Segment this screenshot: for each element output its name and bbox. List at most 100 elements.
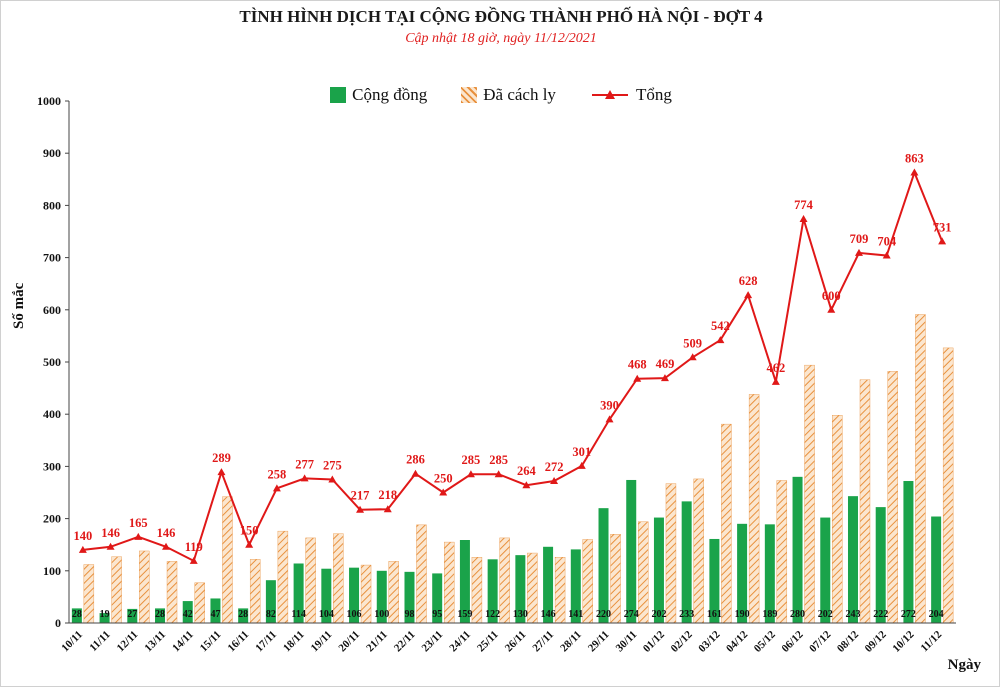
data-label-community: 202	[651, 609, 666, 620]
bar-quarantined	[638, 521, 649, 624]
bar-community	[820, 517, 831, 623]
x-tick-label: 28/11	[558, 629, 584, 655]
bar-community	[432, 573, 443, 623]
total-point	[328, 475, 337, 483]
total-point	[577, 461, 586, 469]
x-tick-label: 17/11	[253, 629, 279, 655]
x-tick-label: 10/12	[890, 628, 917, 655]
bar-quarantined	[249, 559, 261, 624]
bar-community	[570, 549, 581, 623]
x-tick-label: 05/12	[752, 628, 779, 655]
bar-quarantined	[804, 364, 815, 624]
bar-quarantined	[222, 496, 233, 624]
x-tick-label: 04/12	[724, 628, 751, 655]
bar-community	[792, 476, 803, 623]
bar-quarantined	[305, 537, 316, 624]
y-tick-label: 600	[43, 303, 61, 317]
x-tick-label: 18/11	[281, 629, 307, 655]
legend-item-quarantined: Đã cách ly	[461, 85, 556, 105]
data-label-total: 468	[628, 358, 647, 372]
bar-quarantined	[859, 379, 871, 624]
data-label-community: 122	[485, 609, 500, 620]
data-label-total: 509	[683, 336, 702, 350]
total-point	[494, 470, 503, 478]
bar-quarantined	[83, 564, 95, 624]
total-point	[217, 468, 226, 476]
total-point	[882, 251, 891, 259]
bar-quarantined	[166, 561, 178, 624]
x-tick-label: 30/11	[614, 629, 640, 655]
data-label-community: 28	[238, 609, 248, 620]
data-label-total: 119	[185, 540, 203, 554]
data-label-community: 141	[568, 609, 583, 620]
x-tick-label: 23/11	[420, 629, 446, 655]
data-label-community: 243	[845, 609, 860, 620]
data-label-community: 106	[347, 609, 362, 620]
legend-item-community: Cộng đồng	[330, 85, 427, 105]
bar-community	[210, 598, 221, 623]
x-tick-label: 08/12	[835, 628, 862, 655]
bar-community	[459, 540, 470, 623]
total-point	[854, 248, 863, 256]
y-tick-label: 500	[43, 355, 61, 369]
bar-community	[681, 501, 692, 623]
total-point	[660, 374, 669, 382]
y-tick-label: 300	[43, 459, 61, 473]
data-label-community: 19	[100, 609, 110, 620]
data-label-community: 114	[291, 609, 305, 620]
data-label-community: 130	[513, 609, 528, 620]
total-point	[439, 488, 448, 496]
bar-community	[875, 507, 886, 623]
bar-community	[321, 568, 332, 623]
data-label-total: 628	[739, 274, 758, 288]
bar-quarantined	[748, 394, 760, 624]
x-tick-label: 24/11	[447, 629, 473, 655]
y-tick-label: 1000	[37, 94, 61, 108]
data-label-community: 27	[127, 609, 137, 620]
x-tick-label: 27/11	[530, 629, 556, 655]
x-tick-label: 09/12	[863, 628, 890, 655]
data-label-total: 146	[101, 526, 120, 540]
x-tick-label: 16/11	[226, 629, 252, 655]
bar-quarantined	[111, 556, 122, 624]
x-tick-label: 06/12	[779, 628, 806, 655]
total-point	[771, 377, 780, 385]
total-point	[688, 353, 697, 361]
bar-quarantined	[942, 347, 954, 624]
bar-community	[376, 570, 387, 623]
total-point	[300, 474, 309, 482]
bar-community	[127, 608, 138, 623]
legend-label-total: Tổng	[635, 85, 672, 104]
data-label-community: 159	[457, 609, 472, 620]
legend: Cộng đồng Đã cách ly Tổng	[1, 85, 999, 105]
bar-community	[155, 608, 166, 623]
total-point	[716, 336, 725, 344]
total-point	[633, 374, 642, 382]
bar-quarantined	[139, 550, 150, 624]
data-label-community: 233	[679, 609, 694, 620]
total-point	[106, 542, 115, 550]
data-label-community: 28	[155, 609, 165, 620]
data-label-community: 161	[707, 609, 722, 620]
total-point	[356, 505, 365, 513]
x-tick-label: 21/11	[364, 629, 390, 655]
data-label-total: 285	[489, 453, 508, 467]
data-label-community: 190	[735, 609, 750, 620]
legend-label-community: Cộng đồng	[352, 85, 428, 104]
total-point	[383, 505, 392, 513]
bar-community	[404, 571, 415, 623]
legend-label-quarantined: Đã cách ly	[483, 85, 556, 104]
total-point	[245, 540, 254, 548]
bar-quarantined	[333, 533, 344, 624]
y-tick-label: 200	[43, 512, 61, 526]
data-label-community: 189	[762, 609, 777, 620]
bar-community	[349, 567, 360, 623]
bar-quarantined	[444, 541, 455, 624]
data-label-total: 542	[711, 319, 730, 333]
bar-quarantined	[887, 371, 898, 624]
data-label-total: 217	[351, 489, 370, 503]
total-line	[82, 169, 944, 563]
data-label-community: 47	[210, 609, 220, 620]
data-label-community: 95	[432, 609, 442, 620]
